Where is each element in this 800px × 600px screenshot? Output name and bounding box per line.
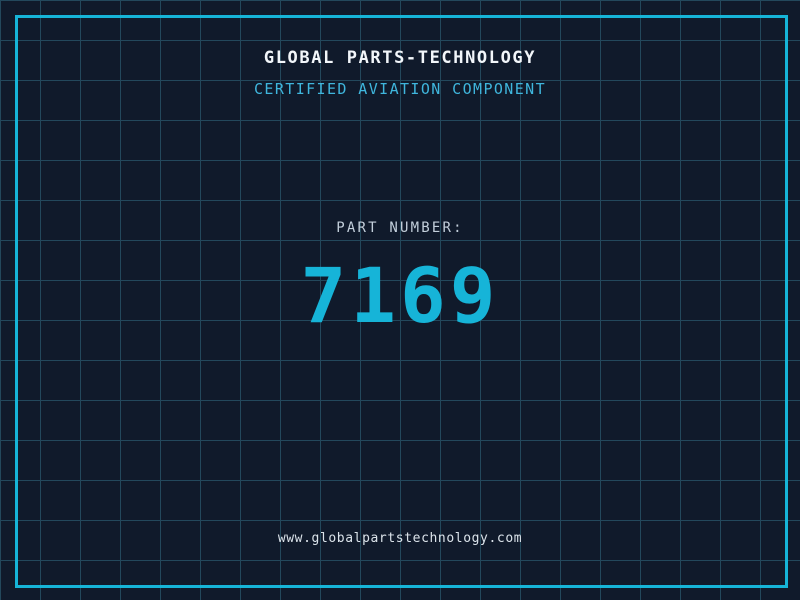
page-title: GLOBAL PARTS-TECHNOLOGY: [263, 48, 537, 68]
website-footer: www.globalpartstechnology.com: [277, 531, 523, 546]
part-number-label: PART NUMBER:: [336, 220, 464, 236]
certification-subtitle: CERTIFIED AVIATION COMPONENT: [253, 80, 547, 98]
part-number-value: 7169: [300, 251, 500, 340]
